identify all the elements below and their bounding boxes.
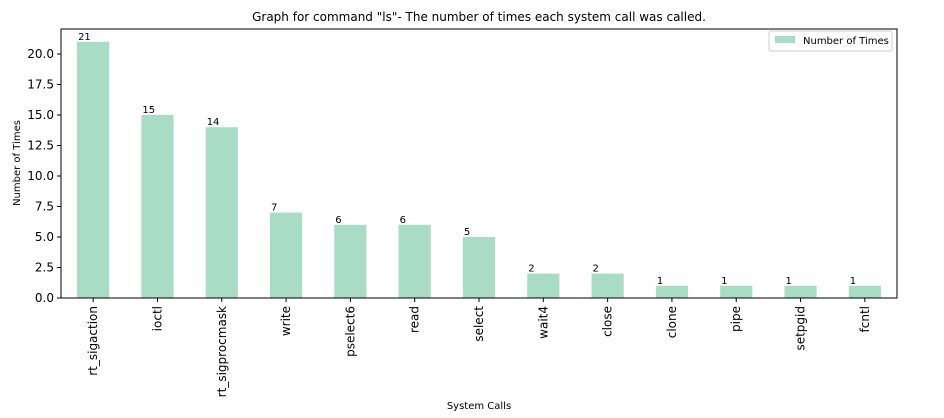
y-axis: 0.0 2.5 5.0 7.5 10.0 12.5 15.0 17.5 20.0 — [27, 47, 61, 305]
data-label-close: 2 — [593, 264, 599, 275]
x-tick-label-write: write — [279, 306, 293, 336]
data-label-write: 7 — [271, 203, 277, 214]
x-tick-label-ioctl: ioctl — [150, 306, 164, 331]
bars-group — [77, 41, 881, 299]
legend-swatch — [775, 36, 795, 43]
x-tick-label-pipe: pipe — [729, 306, 743, 332]
data-label-setpgid: 1 — [785, 276, 791, 287]
data-label-rt_sigprocmask: 14 — [207, 117, 220, 128]
bar-wait4 — [527, 273, 560, 298]
y-tick-label-2: 5.0 — [35, 230, 54, 244]
data-label-fcntl: 1 — [850, 276, 856, 287]
bar-write — [270, 212, 303, 298]
data-label-wait4: 2 — [528, 264, 534, 275]
bar-rt_sigprocmask — [205, 127, 238, 298]
legend: Number of Times — [768, 30, 893, 52]
y-tick-label-6: 15.0 — [27, 108, 54, 122]
legend-box — [768, 30, 893, 52]
data-label-pselect6: 6 — [335, 215, 341, 226]
y-tick-label-0: 0.0 — [35, 291, 54, 305]
data-label-pipe: 1 — [721, 276, 727, 287]
legend-label: Number of Times — [803, 36, 889, 47]
x-tick-label-fcntl: fcntl — [858, 306, 872, 332]
y-axis-label: Number of Times — [12, 120, 23, 206]
y-tick-label-1: 2.5 — [35, 261, 54, 275]
y-tick-label-5: 12.5 — [27, 139, 54, 153]
x-tick-label-close: close — [601, 306, 615, 337]
x-tick-label-pselect6: pselect6 — [343, 306, 357, 357]
y-tick-label-3: 7.5 — [35, 200, 54, 214]
bar-fcntl — [848, 285, 881, 298]
bar-ioctl — [141, 115, 174, 298]
bar-rt_sigaction — [77, 41, 110, 299]
plot-frame — [60, 28, 898, 299]
x-tick-label-wait4: wait4 — [536, 306, 550, 339]
x-tick-label-select: select — [472, 306, 486, 342]
bar-close — [591, 273, 624, 298]
x-tick-label-setpgid: setpgid — [794, 306, 808, 351]
data-label-select: 5 — [464, 227, 470, 238]
x-tick-label-read: read — [408, 306, 422, 333]
bar-clone — [655, 285, 688, 298]
bar-setpgid — [784, 285, 817, 298]
data-label-read: 6 — [400, 215, 406, 226]
x-tick-label-clone: clone — [665, 306, 679, 338]
data-label-rt_sigaction: 21 — [78, 32, 91, 43]
bar-pselect6 — [334, 224, 367, 298]
y-tick-label-7: 17.5 — [27, 78, 54, 92]
y-tick-label-4: 10.0 — [27, 169, 54, 183]
x-axis: rt_sigaction ioctl rt_sigprocmask write psel… — [86, 298, 872, 397]
x-axis-label: System Calls — [447, 401, 511, 412]
data-label-ioctl: 15 — [142, 105, 155, 116]
x-tick-label-rt_sigaction: rt_sigaction — [86, 306, 100, 376]
bar-pipe — [720, 285, 753, 298]
bar-read — [398, 224, 431, 298]
data-label-clone: 1 — [657, 276, 663, 287]
y-tick-label-8: 20.0 — [27, 47, 54, 61]
bar-select — [462, 237, 496, 298]
chart-title: Graph for command "ls"- The number of ti… — [252, 10, 706, 24]
x-tick-label-rt_sigprocmask: rt_sigprocmask — [215, 306, 229, 397]
